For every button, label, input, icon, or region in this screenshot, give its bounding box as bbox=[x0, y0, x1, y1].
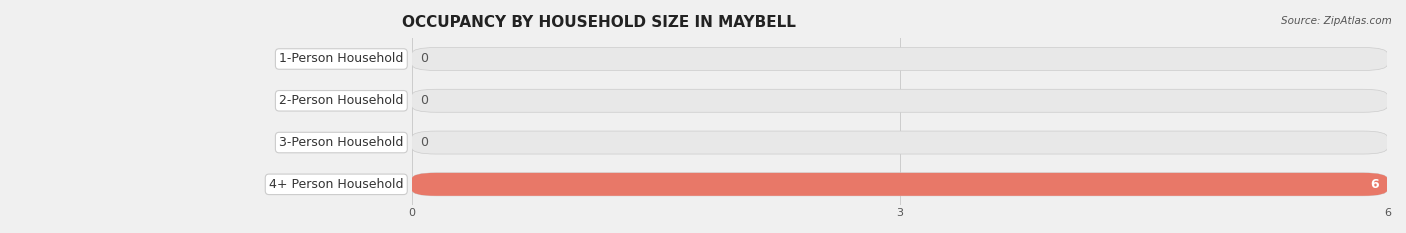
Text: 1-Person Household: 1-Person Household bbox=[280, 52, 404, 65]
FancyBboxPatch shape bbox=[412, 89, 1388, 112]
FancyBboxPatch shape bbox=[412, 173, 1388, 196]
Text: Source: ZipAtlas.com: Source: ZipAtlas.com bbox=[1281, 16, 1392, 26]
Text: 3-Person Household: 3-Person Household bbox=[280, 136, 404, 149]
Text: OCCUPANCY BY HOUSEHOLD SIZE IN MAYBELL: OCCUPANCY BY HOUSEHOLD SIZE IN MAYBELL bbox=[402, 15, 796, 30]
Text: 6: 6 bbox=[1371, 178, 1379, 191]
Text: 2-Person Household: 2-Person Household bbox=[280, 94, 404, 107]
Text: 0: 0 bbox=[420, 136, 427, 149]
Text: 4+ Person Household: 4+ Person Household bbox=[269, 178, 404, 191]
Text: 0: 0 bbox=[420, 94, 427, 107]
Text: 0: 0 bbox=[420, 52, 427, 65]
FancyBboxPatch shape bbox=[412, 131, 1388, 154]
FancyBboxPatch shape bbox=[412, 48, 1388, 71]
FancyBboxPatch shape bbox=[412, 173, 1388, 196]
